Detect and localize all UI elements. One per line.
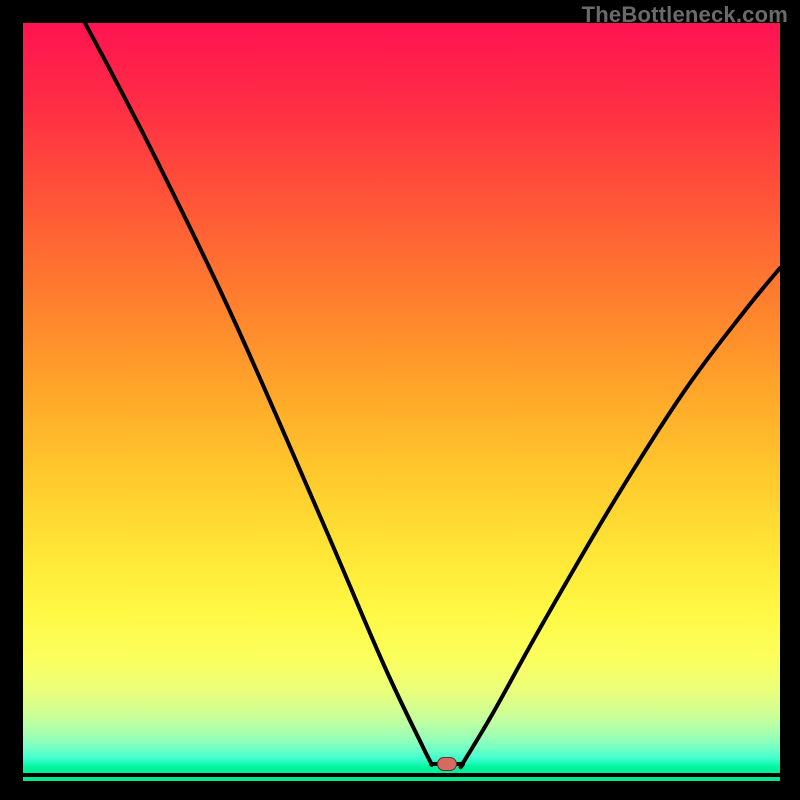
curve-left-branch xyxy=(85,23,432,765)
curve-right-branch xyxy=(461,268,780,767)
bottleneck-marker xyxy=(437,757,457,771)
chart-container: TheBottleneck.com xyxy=(0,0,800,800)
curve-layer xyxy=(0,0,800,800)
